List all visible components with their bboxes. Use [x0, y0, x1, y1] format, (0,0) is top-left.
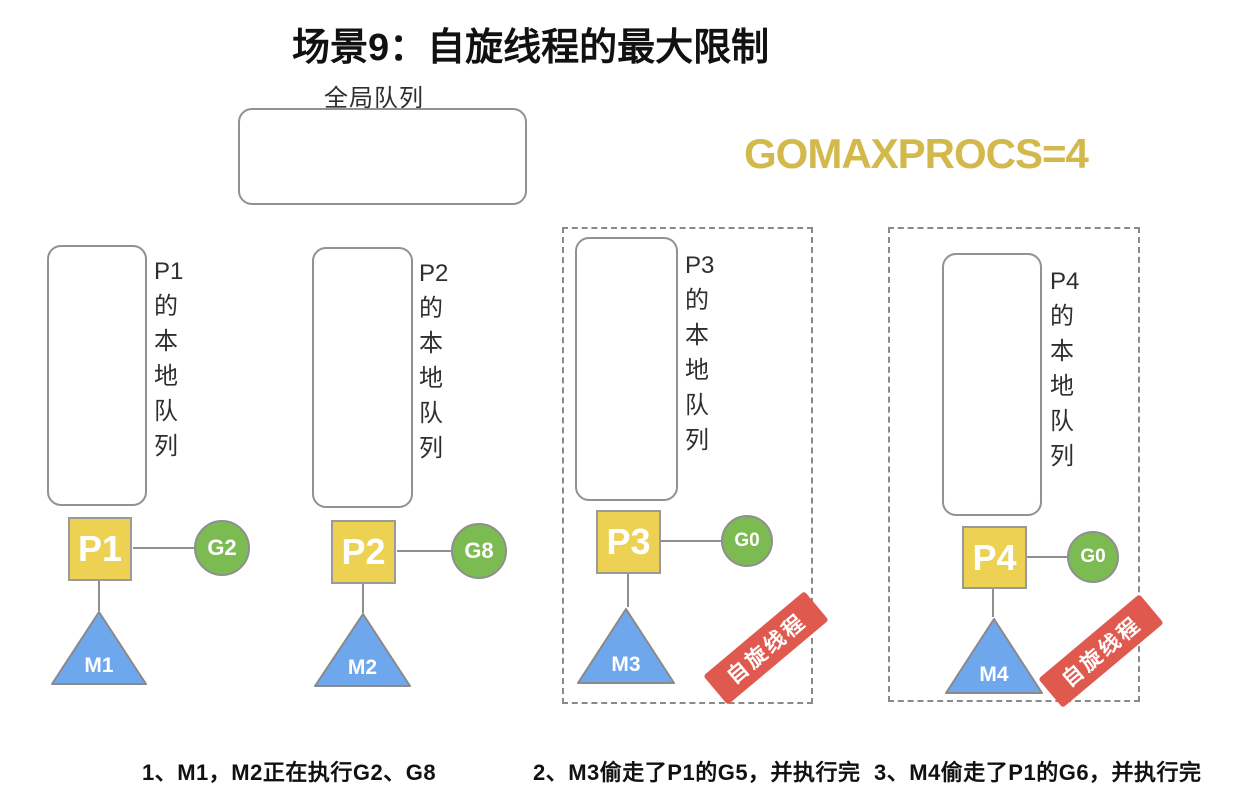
processor-label-p1: P1: [77, 528, 123, 569]
triangle-shape-m1: [51, 611, 147, 685]
goroutine-circle-p2: G8: [451, 523, 507, 579]
processor-box-p3: P3: [596, 510, 661, 574]
connector-p3-g0: [661, 540, 721, 542]
machine-label-m3: M3: [611, 653, 641, 676]
processor-box-p1: P1: [68, 517, 132, 581]
connector-p1-g2: [133, 547, 194, 549]
local-queue-label-p3: P3 的 本 地 队 列: [685, 252, 715, 454]
local-queue-box-p3: [575, 237, 678, 501]
local-queue-label-p1: P1 的 本 地 队 列: [154, 258, 184, 460]
goroutine-label-p3: G0: [734, 530, 760, 551]
machine-label-m1: M1: [84, 654, 114, 677]
caption-3: 3、M4偷走了P1的G6，并执行完: [874, 760, 1202, 785]
page-title: 场景9：自旋线程的最大限制: [292, 27, 770, 69]
triangle-shape-m3: [577, 608, 675, 684]
processor-box-p2: P2: [331, 520, 396, 584]
machine-triangle-m4: M4: [944, 616, 1044, 695]
spin-boundary-box-p4: [888, 227, 1140, 702]
local-queue-box-p1: [47, 245, 147, 506]
caption-2: 2、M3偷走了P1的G5，并执行完: [533, 760, 861, 785]
gomaxprocs-label: GOMAXPROCS=4: [744, 130, 1089, 177]
processor-label-p2: P2: [341, 531, 386, 572]
connector-p1-m1: [98, 581, 100, 611]
machine-label-m2: M2: [347, 656, 378, 679]
processor-label-p4: P4: [972, 536, 1017, 578]
processor-label-p3: P3: [606, 521, 651, 562]
triangle-shape-m2: [314, 613, 411, 687]
local-queue-label-p4: P4 的 本 地 队 列: [1050, 268, 1080, 470]
local-queue-box-p2: [312, 247, 413, 508]
goroutine-circle-p4: G0: [1067, 531, 1119, 583]
connector-p2-g8: [397, 550, 451, 552]
local-queue-label-p2: P2 的 本 地 队 列: [419, 260, 449, 462]
local-queue-box-p4: [942, 253, 1042, 516]
global-queue-box: [238, 108, 527, 205]
processor-box-p4: P4: [962, 526, 1027, 589]
machine-label-m4: M4: [979, 663, 1009, 686]
connector-p2-m2: [362, 584, 364, 613]
goroutine-label-p4: G0: [1080, 546, 1106, 567]
machine-triangle-m2: M2: [313, 611, 412, 688]
global-queue-label: 全局队列: [324, 85, 424, 112]
goroutine-label-p2: G8: [464, 538, 494, 563]
connector-p4-g0: [1027, 556, 1067, 558]
triangle-shape-m4: [945, 618, 1043, 694]
spin-boundary-box-p3: [562, 227, 813, 704]
connector-p3-m3: [627, 574, 629, 607]
caption-1: 1、M1，M2正在执行G2、G8: [142, 760, 437, 785]
connector-p4-m4: [992, 589, 994, 617]
machine-triangle-m1: M1: [50, 609, 148, 686]
goroutine-circle-p1: G2: [194, 520, 250, 576]
goroutine-label-p1: G2: [207, 535, 237, 560]
machine-triangle-m3: M3: [576, 606, 676, 685]
goroutine-circle-p3: G0: [721, 515, 773, 567]
